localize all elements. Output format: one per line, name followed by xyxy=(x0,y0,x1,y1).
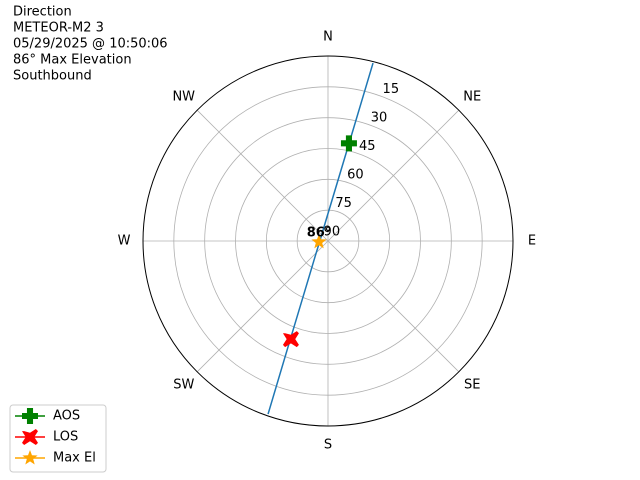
legend-label: Max El xyxy=(53,451,96,466)
direction-label: NE xyxy=(463,89,481,104)
grid-spoke xyxy=(196,109,329,242)
legend-label: LOS xyxy=(53,430,78,445)
marker-plus xyxy=(22,408,38,424)
legend-label: AOS xyxy=(53,409,80,424)
direction-label: SW xyxy=(173,378,194,393)
direction-label: NW xyxy=(172,89,195,104)
marker-star xyxy=(311,233,327,249)
marker-x xyxy=(282,331,299,348)
direction-label: SE xyxy=(464,378,480,393)
outer-circle xyxy=(142,55,514,427)
marker-star xyxy=(22,450,38,465)
legend-box xyxy=(9,404,107,473)
radial-tick-label: 75 xyxy=(335,196,352,211)
radial-tick-label: 90 xyxy=(324,224,341,239)
annotation: 86° xyxy=(307,225,332,240)
title-line: Southbound xyxy=(13,69,92,84)
radial-tick-label: 15 xyxy=(383,82,400,97)
title-line: 86° Max Elevation xyxy=(13,53,132,68)
direction-label: W xyxy=(118,234,131,249)
direction-label: S xyxy=(324,438,332,453)
radial-tick-label: 45 xyxy=(359,139,376,154)
marker-x xyxy=(22,429,38,445)
direction-label: N xyxy=(323,30,333,45)
title-line: Direction xyxy=(13,5,72,20)
grid-spoke xyxy=(327,109,460,242)
title-line: 05/29/2025 @ 10:50:06 xyxy=(13,37,168,52)
grid-spoke xyxy=(196,240,329,373)
title-line: METEOR-M2 3 xyxy=(13,21,104,36)
radial-tick-label: 60 xyxy=(347,167,364,182)
marker-plus xyxy=(340,135,357,152)
grid-spoke xyxy=(327,240,460,373)
direction-label: E xyxy=(528,234,536,249)
radial-tick-label: 30 xyxy=(371,110,388,125)
